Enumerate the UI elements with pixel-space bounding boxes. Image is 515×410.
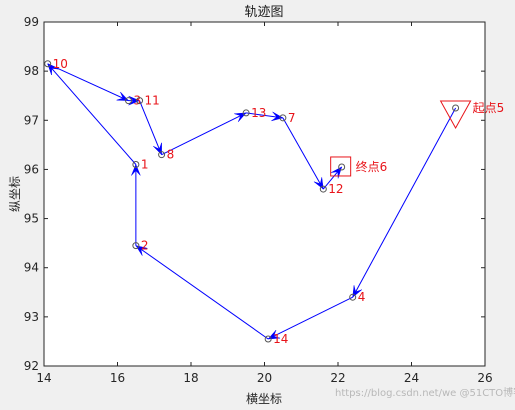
route-arrowhead — [128, 95, 141, 106]
point-label: 起点5 — [473, 101, 505, 115]
route-segment — [135, 245, 269, 340]
route-arrowhead — [313, 177, 324, 190]
route-arrowhead — [271, 111, 284, 122]
data-point — [44, 60, 52, 68]
route-segment — [161, 112, 247, 156]
x-tick-label: 24 — [404, 371, 419, 385]
data-point — [158, 151, 166, 159]
chart-title: 轨迹图 — [244, 5, 283, 20]
data-point — [349, 293, 357, 301]
point-label: 1 — [141, 158, 149, 172]
route-segment — [47, 63, 137, 165]
point-label: 4 — [358, 290, 366, 304]
y-tick-label: 99 — [24, 15, 39, 29]
data-point — [132, 161, 140, 169]
y-axis-label: 纵坐标 — [8, 176, 22, 212]
route-arrowhead — [267, 329, 281, 340]
route-segment — [267, 296, 353, 340]
point-label: 8 — [167, 148, 175, 162]
y-tick-label: 92 — [24, 359, 39, 373]
point-label: 12 — [328, 182, 343, 196]
y-tick-label: 96 — [24, 162, 39, 176]
x-tick-label: 14 — [36, 371, 51, 385]
y-tick-label: 95 — [24, 212, 39, 226]
start-marker-triangle — [439, 100, 472, 130]
point-label: 2 — [141, 239, 149, 253]
x-tick-label: 20 — [257, 371, 272, 385]
y-tick-label: 98 — [24, 64, 39, 78]
x-axis-label: 横坐标 — [246, 392, 282, 406]
route-arrowhead — [352, 285, 363, 298]
x-tick-label: 26 — [477, 371, 492, 385]
data-point — [264, 335, 272, 343]
end-marker-square — [330, 156, 352, 177]
point-label: 13 — [251, 106, 266, 120]
x-tick-label: 22 — [330, 371, 345, 385]
route-segment — [282, 117, 324, 190]
route-arrowhead — [116, 91, 130, 101]
route-segment — [47, 63, 129, 102]
point-label: 3 — [134, 94, 142, 108]
watermark: https://blog.csdn.net/we @51CTO博客 — [335, 386, 515, 399]
x-tick-label: 18 — [183, 371, 198, 385]
data-point — [242, 109, 250, 117]
point-label: 14 — [273, 332, 288, 346]
data-point — [338, 163, 346, 171]
y-tick-label: 93 — [24, 310, 39, 324]
route-arrowhead — [135, 245, 148, 256]
y-tick-label: 94 — [24, 261, 39, 275]
data-point — [279, 114, 287, 122]
point-label: 终点6 — [356, 159, 388, 174]
point-label: 11 — [145, 94, 160, 108]
route-segment — [139, 100, 163, 155]
data-point — [132, 242, 140, 250]
data-point — [125, 97, 133, 105]
route-segment — [352, 107, 457, 298]
route-arrowhead — [153, 142, 162, 156]
route-arrowhead — [234, 112, 247, 122]
y-tick-label: 97 — [24, 113, 39, 127]
data-point — [452, 104, 460, 112]
point-label: 10 — [53, 57, 68, 71]
x-tick-label: 16 — [110, 371, 125, 385]
data-point — [319, 185, 327, 193]
plot-area — [43, 21, 486, 367]
point-label: 7 — [288, 111, 296, 125]
route-arrowhead — [331, 166, 343, 179]
route-arrowhead — [131, 163, 141, 176]
data-point — [136, 97, 144, 105]
